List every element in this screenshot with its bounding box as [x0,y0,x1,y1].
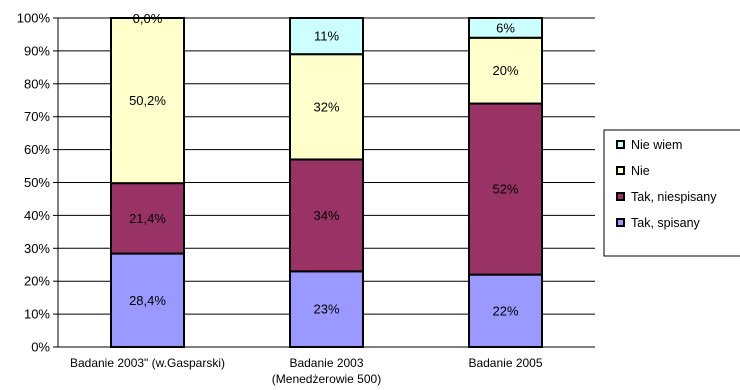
legend-swatch [616,140,625,149]
bar-segment [468,102,543,276]
y-tick-label: 80% [24,76,50,91]
y-tick-label: 40% [24,208,50,223]
data-label: 34% [313,208,339,223]
legend-label: Tak, niespisany [631,190,717,204]
legend-swatch [616,218,625,227]
data-label: 0,0% [133,11,163,26]
legend-label: Tak, spisany [631,216,701,230]
bar-segment [468,273,543,348]
y-tick-label: 50% [24,175,50,190]
data-label: 22% [492,303,518,318]
legend-box [603,129,740,257]
legend-swatch [616,166,625,175]
x-tick-label: Badanie 2005 [468,356,542,370]
y-tick-label: 60% [24,142,50,157]
y-tick-label: 20% [24,274,50,289]
y-tick-label: 100% [17,11,51,26]
bar-segment [289,53,364,161]
data-label: 28,4% [129,293,166,308]
bar-segment [289,158,364,273]
legend-label: Nie [631,164,650,178]
bar-segment [468,17,543,39]
bars [110,17,543,348]
x-tick-label: Badanie 2003" (w.Gasparski) [70,356,225,370]
x-tick-label: Badanie 2003 [289,356,363,370]
bar-segment [110,17,185,185]
data-label: 21,4% [129,211,166,226]
y-tick-label: 70% [24,109,50,124]
x-axis-labels: Badanie 2003" (w.Gasparski) Badanie 2003 (… [70,356,543,386]
y-tick-label: 30% [24,241,50,256]
data-label: 11% [314,29,339,44]
bar-segment [289,270,364,348]
data-label: 32% [313,99,339,114]
y-tick-label: 0% [31,340,50,355]
y-tick-label: 10% [24,307,50,322]
data-labels: 28,4% 21,4% 50,2% 0,0% 23% 34% 32% 11% 22% 52% 20%… [129,11,519,318]
bar-segment [289,17,364,56]
x-tick-sublabel: (Menedżerowie 500) [272,372,381,386]
data-label: 20% [492,63,518,78]
y-tick-label: 90% [24,43,50,58]
data-label: 23% [313,302,339,317]
legend: Nie wiem Nie Tak, niespisany Tak, spisany [603,129,740,257]
legend-label: Nie wiem [631,138,682,152]
data-label: 6% [496,20,515,35]
data-label: 50,2% [129,93,166,108]
data-label: 52% [492,182,518,197]
legend-swatch [616,192,625,201]
